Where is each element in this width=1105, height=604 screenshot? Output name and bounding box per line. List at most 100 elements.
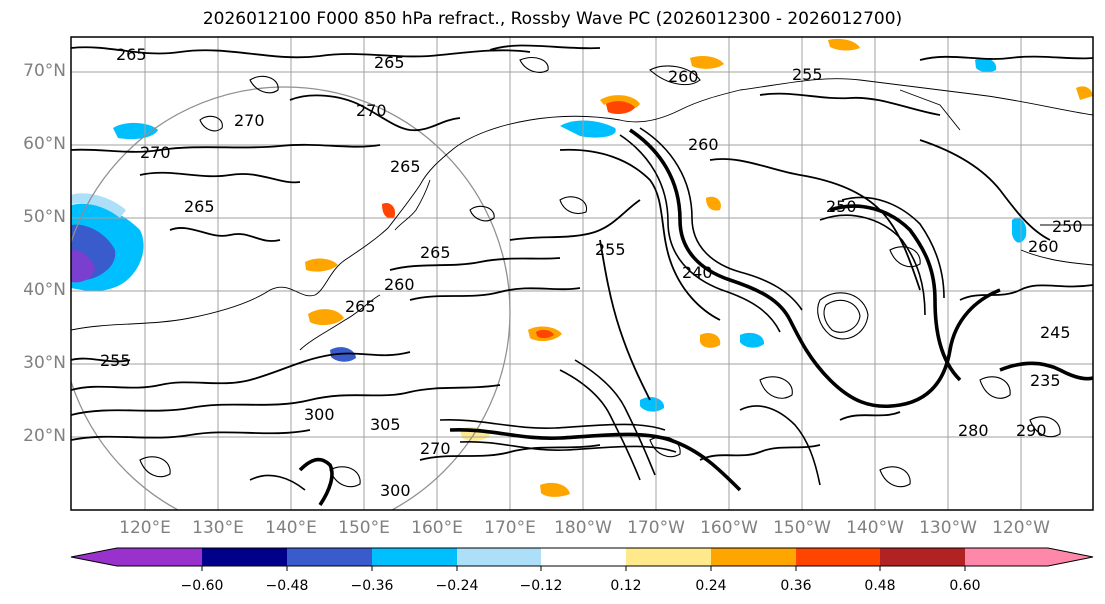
contour-label: 270 bbox=[140, 143, 171, 162]
thin-contour-bands bbox=[249, 127, 945, 491]
colorbar-tick-label: 0.48 bbox=[864, 578, 896, 594]
contour-label: 255 bbox=[100, 351, 131, 370]
contour-label: 260 bbox=[668, 67, 699, 86]
lon-label: 140°W bbox=[846, 518, 904, 538]
lon-label: 120°E bbox=[119, 518, 171, 538]
lat-label: 70°N bbox=[23, 61, 66, 81]
contour-label: 265 bbox=[116, 45, 147, 64]
contour-label: 250 bbox=[1052, 217, 1083, 236]
contour-label: 260 bbox=[688, 135, 719, 154]
contour-label: 270 bbox=[356, 101, 387, 120]
colorbar-segment bbox=[287, 548, 372, 566]
colorbar-tick-label: −0.36 bbox=[350, 578, 394, 594]
contour-label: 265 bbox=[420, 243, 451, 262]
contour-label: 305 bbox=[370, 415, 401, 434]
lon-label: 170°W bbox=[627, 518, 685, 538]
colorbar-tick-label: 0.60 bbox=[949, 578, 981, 594]
orange-patch-south bbox=[540, 482, 570, 497]
contour-label: 265 bbox=[390, 157, 421, 176]
colorbar-extend-right bbox=[1048, 548, 1093, 566]
contour-label: 255 bbox=[792, 65, 823, 84]
colorbar-segment bbox=[457, 548, 541, 566]
lon-label: 140°E bbox=[265, 518, 317, 538]
red-patch-pacific bbox=[536, 329, 554, 339]
lat-label: 40°N bbox=[23, 280, 66, 300]
colorbar-segment bbox=[117, 548, 202, 566]
colorbar-tick-label: −0.24 bbox=[435, 578, 479, 594]
contour-label: 270 bbox=[420, 439, 451, 458]
contour-label: 260 bbox=[1028, 237, 1059, 256]
lon-label: 120°W bbox=[992, 518, 1050, 538]
lightblue-patch-west bbox=[71, 193, 126, 218]
orange-patch-east bbox=[1076, 86, 1093, 100]
colorbar-tick-label: −0.12 bbox=[519, 578, 563, 594]
lat-label: 60°N bbox=[23, 134, 66, 154]
lon-label: 160°W bbox=[700, 518, 758, 538]
blue-patch-ne bbox=[975, 58, 997, 73]
contour-label: 255 bbox=[595, 240, 626, 259]
lon-label: 160°E bbox=[411, 518, 463, 538]
lat-label: 20°N bbox=[23, 426, 66, 446]
lon-label: 150°E bbox=[338, 518, 390, 538]
contour-label: 290 bbox=[1016, 421, 1047, 440]
orange-patch-mid bbox=[700, 333, 721, 348]
colorbar-tick-label: −0.48 bbox=[265, 578, 309, 594]
colorbar-tick-label: 0.12 bbox=[610, 578, 642, 594]
blue-patch-aleutian bbox=[560, 120, 616, 138]
contour-label: 265 bbox=[374, 53, 405, 72]
orange-patch-north bbox=[690, 56, 724, 69]
contour-label: 245 bbox=[1040, 323, 1071, 342]
colorbar-segment bbox=[965, 548, 1048, 566]
orange-patch-japan2 bbox=[308, 309, 344, 326]
contour-lines bbox=[71, 44, 1093, 461]
colorbar-tick-label: −0.60 bbox=[180, 578, 224, 594]
colorbar-segment bbox=[711, 548, 796, 566]
purple-patch-west bbox=[71, 249, 95, 283]
coastlines bbox=[71, 78, 1093, 351]
lat-label: 50°N bbox=[23, 207, 66, 227]
lon-label: 150°W bbox=[773, 518, 831, 538]
blue-patch-south2 bbox=[740, 332, 765, 348]
contour-label: 265 bbox=[345, 297, 376, 316]
orange-patch-japan bbox=[305, 258, 338, 272]
lon-label: 130°W bbox=[919, 518, 977, 538]
contour-label: 265 bbox=[184, 197, 215, 216]
lon-label: 130°E bbox=[192, 518, 244, 538]
colorbar bbox=[70, 547, 1094, 571]
contour-label: 300 bbox=[304, 405, 335, 424]
colorbar-segment bbox=[202, 548, 287, 566]
contour-label: 260 bbox=[384, 275, 415, 294]
map-frame bbox=[70, 36, 1094, 511]
contour-detail bbox=[139, 57, 1061, 488]
contour-label: 300 bbox=[380, 481, 411, 500]
blue-patch-south bbox=[640, 397, 665, 412]
colorbar-tick-label: 0.24 bbox=[695, 578, 727, 594]
lon-label: 180°W bbox=[554, 518, 612, 538]
colorbar-segment bbox=[796, 548, 880, 566]
orange-patch-mid2 bbox=[706, 196, 721, 211]
map-title: 2026012100 F000 850 hPa refract., Rossby… bbox=[202, 9, 903, 29]
lon-label: 170°E bbox=[484, 518, 536, 538]
orange-patch-aleutian bbox=[600, 95, 640, 108]
blue-patch-east bbox=[1012, 217, 1027, 243]
contour-label: 270 bbox=[234, 111, 265, 130]
map-background bbox=[71, 37, 1093, 510]
lat-label: 30°N bbox=[23, 353, 66, 373]
colorbar-segment bbox=[372, 548, 457, 566]
contour-label: 240 bbox=[682, 263, 713, 282]
colorbar-segment bbox=[880, 548, 965, 566]
contour-label: 280 bbox=[958, 421, 989, 440]
colorbar-segment bbox=[541, 548, 626, 566]
colorbar-segment bbox=[626, 548, 711, 566]
range-circle bbox=[71, 86, 511, 510]
orange-patch-north2 bbox=[828, 38, 860, 51]
thick-contour-bands bbox=[298, 128, 1093, 506]
contour-label: 235 bbox=[1030, 371, 1061, 390]
contour-label: 250 bbox=[826, 197, 857, 216]
colorbar-outline bbox=[70, 547, 1094, 567]
colorbar-tick-label: 0.36 bbox=[780, 578, 812, 594]
colorbar-extend-left bbox=[71, 548, 117, 566]
orange-patch-sea bbox=[382, 202, 396, 219]
shaded-anomaly-patches bbox=[71, 38, 1093, 497]
